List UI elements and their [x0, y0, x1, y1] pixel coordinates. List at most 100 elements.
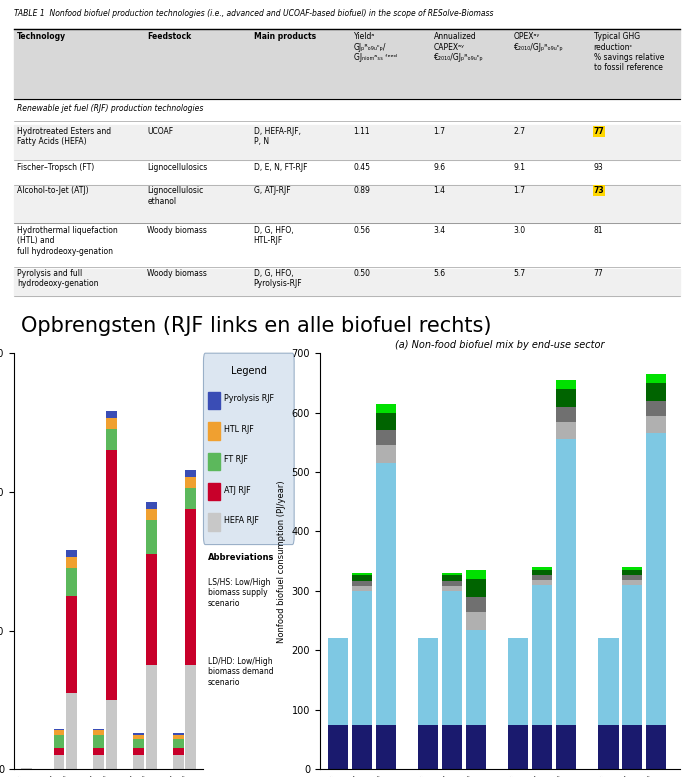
Bar	[442, 725, 462, 769]
Bar	[532, 570, 552, 576]
Bar	[208, 483, 220, 500]
Bar	[53, 730, 65, 734]
Bar	[598, 639, 618, 725]
Text: ATJ RJF: ATJ RJF	[224, 486, 251, 495]
Bar	[173, 733, 184, 734]
Bar	[185, 469, 196, 476]
Bar	[352, 591, 372, 725]
Text: Hydrotreated Esters and
Fatty Acids (HEFA): Hydrotreated Esters and Fatty Acids (HEF…	[17, 127, 111, 146]
Text: 93: 93	[593, 163, 603, 172]
Bar	[106, 418, 117, 430]
Bar	[66, 568, 77, 596]
Bar	[146, 502, 157, 508]
Bar	[376, 445, 396, 463]
Bar	[328, 725, 348, 769]
Bar	[376, 413, 396, 430]
Bar	[133, 734, 144, 739]
Text: Hydrothermal liquefaction
(HTL) and
full hydrodeoxy-genation: Hydrothermal liquefaction (HTL) and full…	[17, 226, 118, 256]
Text: 0.89: 0.89	[354, 186, 371, 195]
Bar	[532, 576, 552, 580]
Text: D, HEFA-RJF,
P, N: D, HEFA-RJF, P, N	[254, 127, 301, 146]
Bar	[646, 416, 666, 434]
Bar	[185, 508, 196, 665]
Bar	[623, 580, 643, 585]
Bar	[185, 476, 196, 488]
Bar	[508, 725, 528, 769]
Bar	[376, 725, 396, 769]
Bar	[376, 430, 396, 445]
Bar	[598, 725, 618, 769]
Bar	[442, 586, 462, 591]
Text: G, ATJ-RJF: G, ATJ-RJF	[254, 186, 290, 195]
Text: 9.6: 9.6	[434, 163, 446, 172]
Bar	[508, 639, 528, 725]
Bar	[106, 430, 117, 450]
Bar	[106, 700, 117, 769]
Text: HTL RJF: HTL RJF	[224, 425, 254, 434]
Text: Fischer–Tropsch (FT): Fischer–Tropsch (FT)	[17, 163, 94, 172]
Bar	[466, 570, 486, 579]
Bar	[466, 597, 486, 611]
Bar	[466, 629, 486, 725]
Bar	[53, 729, 65, 730]
FancyBboxPatch shape	[203, 354, 294, 545]
Bar	[14, 125, 680, 160]
Bar	[328, 639, 348, 725]
Bar	[53, 755, 65, 769]
Text: 3.0: 3.0	[514, 226, 525, 235]
Bar	[173, 755, 184, 769]
Bar	[352, 576, 372, 581]
Text: Woody biomass: Woody biomass	[147, 269, 207, 278]
Bar	[106, 412, 117, 418]
Bar	[14, 185, 680, 223]
Bar	[556, 388, 576, 406]
Text: LD/HD: Low/High
biomass demand
scenario: LD/HD: Low/High biomass demand scenario	[208, 657, 273, 687]
Bar	[66, 550, 77, 557]
Bar	[442, 573, 462, 576]
Bar	[532, 725, 552, 769]
Text: Abbreviations: Abbreviations	[208, 553, 274, 562]
Bar	[352, 573, 372, 576]
Bar	[146, 520, 157, 554]
Bar	[14, 269, 680, 296]
Bar	[352, 586, 372, 591]
Bar	[556, 380, 576, 388]
Bar	[442, 576, 462, 581]
Text: Lignocellulosics: Lignocellulosics	[147, 163, 208, 172]
Bar	[646, 434, 666, 725]
Text: 3.4: 3.4	[434, 226, 446, 235]
Bar	[93, 755, 104, 769]
Text: Pyrolysis RJF: Pyrolysis RJF	[224, 395, 274, 403]
Bar	[208, 422, 220, 440]
Bar	[376, 404, 396, 413]
Bar	[93, 729, 104, 730]
Text: UCOAF: UCOAF	[147, 127, 174, 136]
Text: Woody biomass: Woody biomass	[147, 226, 207, 235]
Text: 2.7: 2.7	[514, 127, 525, 136]
Text: 1.11: 1.11	[354, 127, 371, 136]
Bar	[623, 576, 643, 580]
Text: 1.7: 1.7	[434, 127, 446, 136]
Text: Typical GHG
reductionᶜ
% savings relative
to fossil reference: Typical GHG reductionᶜ % savings relativ…	[593, 32, 664, 72]
Bar	[14, 30, 680, 99]
Bar	[623, 585, 643, 725]
Bar	[173, 739, 184, 748]
Bar	[442, 581, 462, 586]
Text: Renewable jet fuel (RJF) production technologies: Renewable jet fuel (RJF) production tech…	[17, 104, 203, 113]
Text: Legend: Legend	[231, 366, 266, 375]
Text: 0.50: 0.50	[354, 269, 371, 278]
Bar	[208, 453, 220, 470]
Text: 0.56: 0.56	[354, 226, 371, 235]
Bar	[146, 508, 157, 520]
Bar	[208, 392, 220, 409]
Bar	[53, 748, 65, 755]
Text: 0.45: 0.45	[354, 163, 371, 172]
Bar	[623, 570, 643, 576]
Bar	[14, 162, 680, 185]
Bar	[623, 725, 643, 769]
Text: 77: 77	[593, 269, 603, 278]
Bar	[53, 734, 65, 748]
Bar	[185, 488, 196, 508]
Bar	[418, 639, 439, 725]
Text: 5.6: 5.6	[434, 269, 446, 278]
